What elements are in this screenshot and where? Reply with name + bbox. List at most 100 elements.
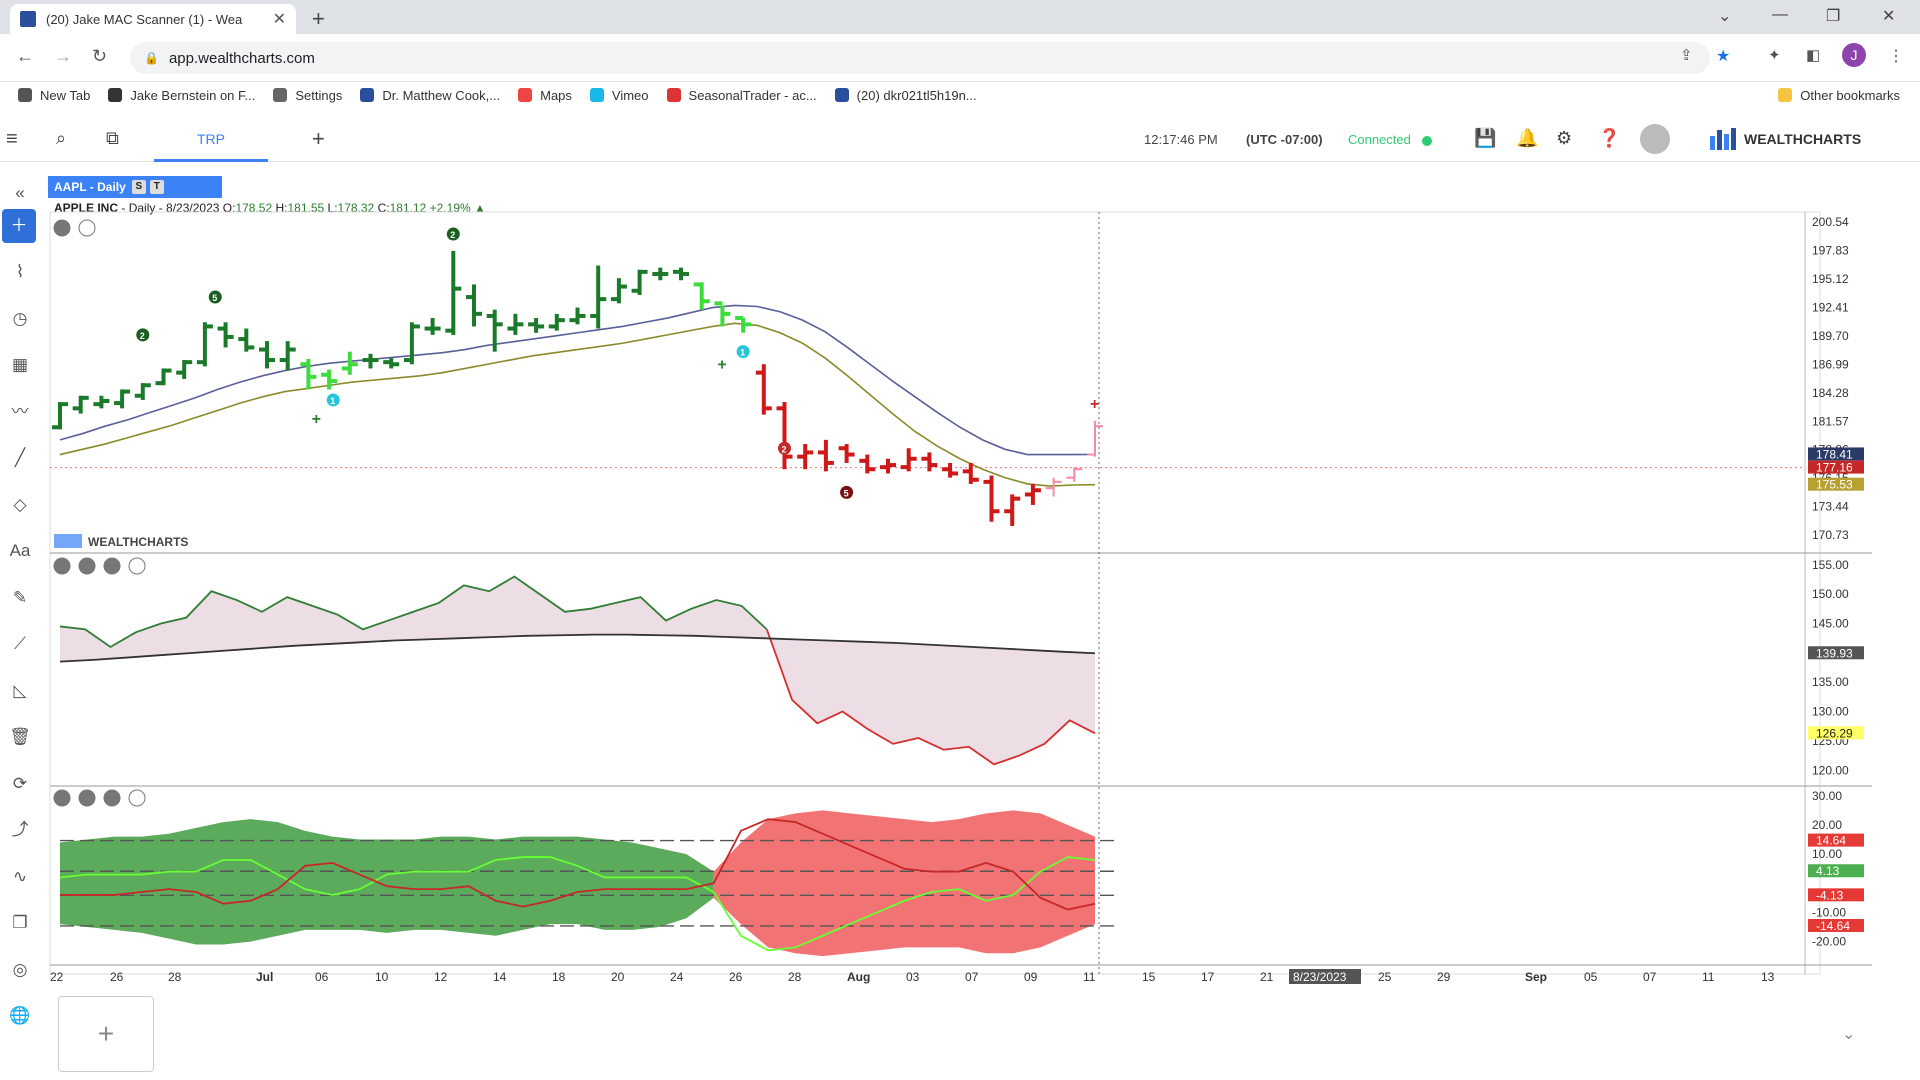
pencil-icon[interactable]: ✎ (12, 587, 28, 607)
bookmark-item[interactable]: New Tab (18, 88, 90, 103)
tab-search-icon[interactable]: ⌄ (1718, 8, 1732, 25)
profile-avatar[interactable]: J (1842, 43, 1866, 67)
trash-icon[interactable]: 🗑 (9, 727, 31, 746)
close-tab-icon[interactable]: ✕ (272, 11, 286, 28)
x-axis-label: 13 (1761, 970, 1775, 984)
alerts-bell-icon[interactable]: 🔔 (1516, 128, 1539, 148)
timezone[interactable]: (UTC -07:00) (1246, 132, 1323, 147)
bookmark-item[interactable]: Settings (273, 88, 342, 103)
price-tick-label: 189.70 (1812, 329, 1849, 343)
browser-tab-bar: (20) Jake MAC Scanner (1) - Wea ✕ + ⌄ — … (0, 0, 1920, 34)
signal-plus-mark: + (1090, 396, 1099, 413)
reload-icon[interactable]: ↻ (92, 46, 108, 66)
settings-gear-icon[interactable]: ⚙ (1556, 128, 1573, 148)
add-tab-button[interactable]: + (312, 126, 325, 151)
save-icon[interactable]: 💾 (1474, 128, 1497, 148)
panel-control-icon (53, 789, 71, 807)
x-axis-label: 11 (1702, 970, 1715, 984)
hamburger-menu-icon[interactable]: ≡ (6, 128, 18, 150)
layouts-icon[interactable]: ⧉ (106, 128, 119, 148)
minimize-icon[interactable]: — (1772, 6, 1788, 23)
collapse-down-icon[interactable]: ⌄ (1842, 1026, 1856, 1043)
indicator-icon[interactable]: ⌇ (15, 262, 25, 281)
tab-trp[interactable]: TRP (154, 118, 268, 162)
help-icon[interactable]: ❓ (1598, 128, 1621, 148)
x-axis-label: 05 (1584, 970, 1598, 984)
collapse-icon[interactable]: « (15, 183, 25, 202)
close-window-icon[interactable]: ✕ (1882, 8, 1896, 25)
badge-t[interactable]: T (149, 180, 164, 194)
signal-marker (840, 485, 854, 499)
clock-icon[interactable]: ◷ (12, 308, 28, 328)
x-axis-label: 26 (729, 970, 743, 984)
add-panel-button[interactable]: + (58, 996, 154, 1072)
band-badge (1808, 833, 1864, 847)
x-axis-highlight (1289, 969, 1361, 984)
browser-tab[interactable]: (20) Jake MAC Scanner (1) - Wea ✕ (10, 4, 296, 34)
ruler-icon[interactable]: ⟋ (14, 634, 26, 653)
sidepanel-icon[interactable]: ◧ (1806, 47, 1821, 64)
text-icon[interactable]: Aa (9, 541, 31, 560)
price-badge-label: 178.41 (1816, 447, 1853, 461)
price-badge-label: 177.16 (1816, 461, 1853, 475)
signal-marker-label: 5 (212, 293, 217, 303)
wealthcharts-watermark: WEALTHCHARTS (88, 535, 188, 549)
restore-icon[interactable]: ❐ (1826, 8, 1841, 25)
wealthcharts-logo-icon (1710, 128, 1736, 150)
symbol-tab[interactable]: AAPL - Daily S T (48, 176, 222, 198)
signal-marker (326, 393, 340, 407)
calendar-icon[interactable]: ▦ (11, 355, 29, 374)
angle-icon[interactable]: ◺ (13, 680, 27, 700)
chart-icon[interactable]: ⤴ (11, 820, 29, 839)
url-field[interactable]: 🔒 app.wealthcharts.com (130, 42, 1710, 74)
bookmark-item[interactable]: SeasonalTrader - ac... (666, 88, 817, 103)
band-area-green (60, 819, 714, 945)
path-icon[interactable]: ∿ (12, 866, 28, 886)
layers-icon[interactable]: ❐ (12, 913, 28, 932)
bookmark-item[interactable]: Dr. Matthew Cook,... (360, 88, 500, 103)
bookmark-favicon-icon (108, 88, 123, 102)
bookmark-item[interactable]: Jake Bernstein on F... (108, 88, 255, 103)
user-avatar-icon[interactable] (1640, 124, 1670, 154)
target-icon[interactable]: ◎ (12, 959, 28, 979)
signal-marker (208, 290, 222, 304)
search-icon[interactable]: ⌕ (56, 128, 67, 148)
other-bookmarks[interactable]: Other bookmarks (1778, 88, 1900, 103)
chart-area[interactable]: 200.54197.83195.12192.41189.70186.99184.… (0, 0, 1920, 1000)
osc-badge-label: 139.93 (1816, 646, 1853, 660)
back-icon[interactable]: ← (16, 46, 34, 66)
share-icon[interactable]: ⇪ (1680, 47, 1693, 64)
refresh-icon[interactable]: ⟳ (12, 773, 28, 793)
panel-control-icon (103, 789, 121, 807)
shape-icon[interactable]: ◇ (13, 494, 27, 514)
bookmark-label: New Tab (40, 87, 91, 103)
badge-s[interactable]: S (131, 180, 146, 194)
panel-control-icon (53, 557, 71, 575)
x-axis-label: 10 (375, 970, 389, 984)
signal-plus-mark: + (312, 411, 321, 428)
price-badge (1808, 460, 1864, 474)
address-bar: ← → ↻ 🔒 app.wealthcharts.com ⇪ ★ ✦ ◧ J ⋮ (0, 34, 1920, 82)
bookmark-star-icon[interactable]: ★ (1716, 48, 1731, 65)
price-tick-label: 195.12 (1812, 272, 1849, 286)
new-tab-button[interactable]: + (312, 6, 325, 31)
price-badge-label: 175.53 (1816, 478, 1853, 492)
extensions-icon[interactable]: ✦ (1768, 47, 1781, 64)
x-axis-label: 03 (906, 970, 920, 984)
x-axis-label: 07 (1643, 970, 1657, 984)
trend-icon[interactable]: 〰 (11, 401, 29, 421)
menu-kebab-icon[interactable]: ⋮ (1888, 48, 1904, 65)
panel-control-icon (53, 219, 71, 237)
signal-marker-label: 2 (140, 331, 145, 341)
x-axis-label: 09 (1024, 970, 1038, 984)
globe-icon[interactable]: 🌐 (9, 1006, 31, 1025)
osc-tick-label: 145.00 (1812, 617, 1849, 631)
bookmark-item[interactable]: (20) dkr021tl5h19n... (834, 88, 977, 103)
bookmark-item[interactable]: Maps (518, 88, 572, 103)
band-line-green (59, 856, 1096, 952)
bookmark-item[interactable]: Vimeo (589, 88, 649, 103)
line-icon[interactable]: ╱ (14, 448, 26, 467)
forward-icon[interactable]: → (54, 46, 72, 66)
crosshair-icon[interactable]: ＋ (2, 208, 36, 243)
signal-marker-label: 2 (782, 444, 787, 454)
